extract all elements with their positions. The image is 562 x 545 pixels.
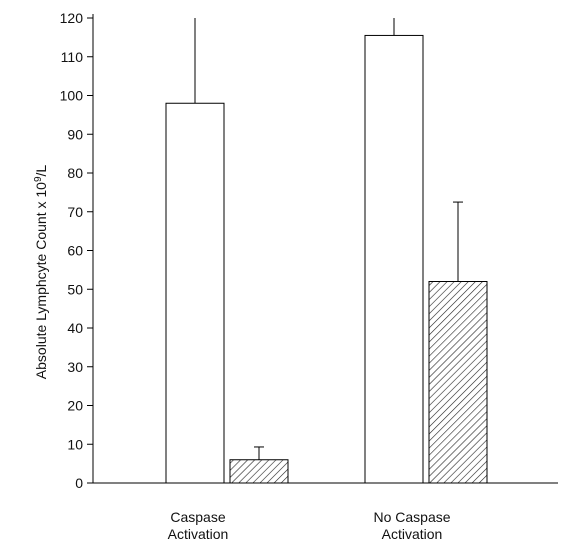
y-axis-title-main: Absolute Lymphcyte Count x 10 [33, 182, 49, 379]
bar-open [165, 102, 225, 484]
bar-hatched [428, 281, 488, 484]
y-tick-label: 110 [61, 49, 84, 65]
y-tick-label: 30 [67, 359, 83, 375]
y-tick-label: 80 [67, 165, 83, 181]
y-tick-label: 40 [67, 320, 83, 336]
y-tick-label: 10 [67, 436, 83, 452]
y-tick-label: 60 [67, 243, 83, 259]
y-tick-label: 20 [67, 398, 83, 414]
y-tick-label: 90 [67, 126, 83, 142]
y-tick-label: 100 [60, 88, 84, 104]
bar-open [364, 34, 424, 484]
category-label: No Caspase [373, 509, 450, 525]
y-tick-label: 120 [60, 10, 84, 26]
category-label: Activation [382, 526, 443, 542]
bars [165, 18, 488, 484]
y-axis-title-tail: /L [33, 165, 49, 177]
y-tick-label: 70 [67, 204, 83, 220]
y-axis-title-superscript: 9 [33, 176, 44, 182]
bar-hatched [229, 459, 289, 484]
y-axis-title: Absolute Lymphcyte Count x 109/L [33, 165, 49, 380]
labels: 0102030405060708090100110120CaspaseActiv… [60, 10, 451, 542]
y-tick-label: 0 [75, 475, 83, 491]
y-tick-label: 50 [67, 281, 83, 297]
category-label: Caspase [170, 509, 225, 525]
category-label: Activation [168, 526, 229, 542]
